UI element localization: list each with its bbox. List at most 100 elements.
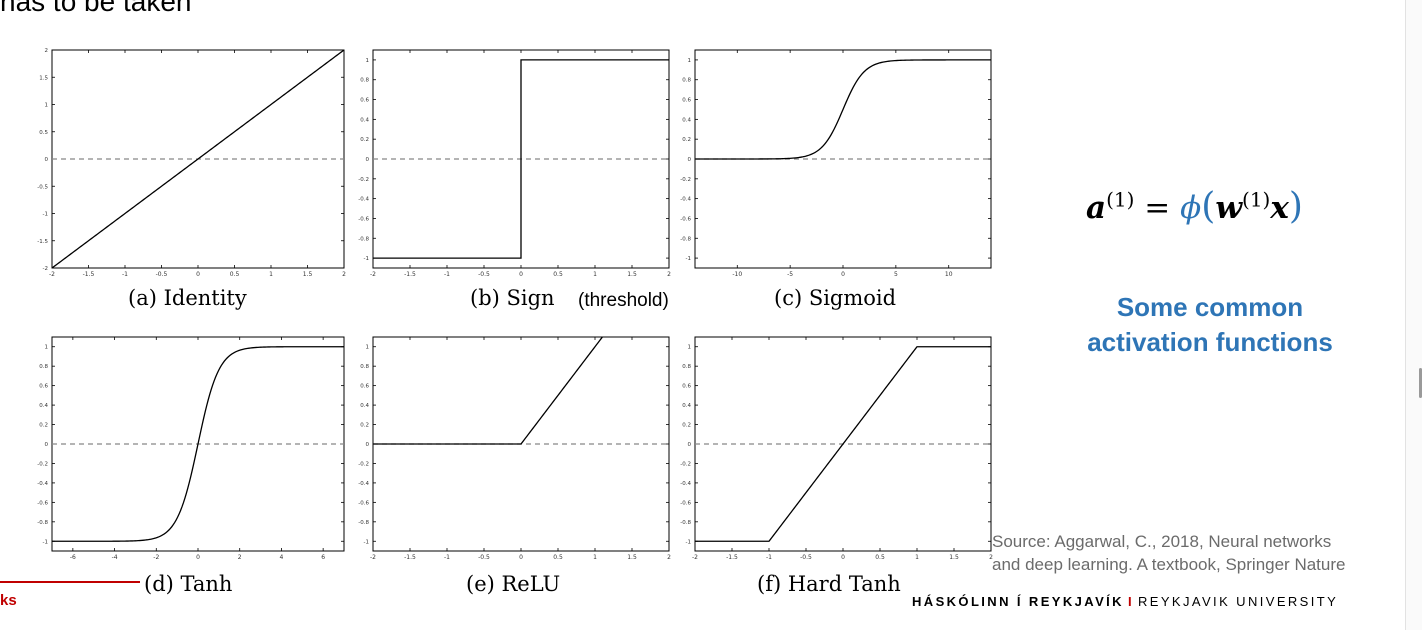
hardtanh-ytick-label: 1 [688, 345, 692, 351]
relu-ytick-label: 1 [366, 345, 370, 351]
sigmoid-xtick-label: 0 [841, 271, 845, 278]
sigmoid-xtick-label: -5 [787, 271, 793, 278]
tanh-ytick-label: -0.6 [37, 500, 48, 506]
caption-sign: (b) Sign [470, 286, 555, 310]
formula-equals: = [1144, 190, 1171, 226]
identity-ytick-label: 0.5 [39, 130, 48, 136]
tanh-ytick-label: -0.2 [37, 461, 48, 467]
identity-xtick-label: 1.5 [303, 271, 313, 278]
sign-ytick-label: 0.6 [360, 98, 369, 104]
caption-hardtanh: (f) Hard Tanh [757, 572, 901, 596]
identity-ytick-label: 2 [45, 48, 49, 54]
footer-separator: I [1127, 594, 1134, 609]
caption-tanh: (d) Tanh [144, 572, 233, 596]
relu-ytick-label: -1 [364, 539, 369, 545]
sign-ytick-label: -0.8 [358, 236, 369, 242]
sigmoid-curve [695, 59, 991, 160]
identity-ytick-label: 0 [45, 157, 49, 163]
tanh-xtick-label: 0 [196, 554, 200, 561]
sigmoid-ytick-label: 0.2 [682, 137, 691, 143]
footer-english-name: REYKJAVIK UNIVERSITY [1137, 594, 1339, 609]
tanh-ytick-label: 0.2 [39, 423, 48, 429]
relu-xtick-label: -1 [444, 554, 450, 561]
tanh-xtick-label: -2 [153, 554, 159, 561]
source-line-2: and deep learning. A textbook, Springer … [992, 555, 1346, 574]
chart-sign: -2 -1.5 -1 -0.5 0 0.5 1 1.5 2 -1 -0.8 -0.6 -0.4 -0.2 0… [358, 49, 671, 278]
identity-xtick-label: 0.5 [230, 271, 240, 278]
identity-ytick-label: -0.5 [37, 184, 48, 190]
hardtanh-ytick-label: -1 [686, 539, 691, 545]
formula-w: w [1215, 190, 1243, 226]
top-text: has to be taken [0, 0, 192, 17]
hardtanh-xtick-label: 2 [989, 554, 993, 561]
relu-xtick-label: 2 [667, 554, 671, 561]
caption-identity: (a) Identity [128, 286, 247, 310]
sign-ytick-label: -0.2 [358, 177, 369, 183]
identity-ytick-label: -1 [43, 212, 48, 218]
identity-ytick-label: 1 [45, 103, 49, 109]
identity-ytick-label: 1.5 [39, 75, 48, 81]
sign-xtick-label: 1.5 [627, 271, 637, 278]
sign-xtick-label: -2 [370, 271, 376, 278]
sign-xtick-label: 1 [593, 271, 597, 278]
sign-xtick-label: 2 [667, 271, 671, 278]
footer-icelandic-name: HÁSKÓLINN Í REYKJAVÍK [912, 594, 1124, 609]
relu-ytick-label: 0.8 [360, 364, 369, 370]
hardtanh-xtick-label: -1 [766, 554, 772, 561]
tanh-ytick-label: -1 [43, 539, 48, 545]
hardtanh-xtick-label: -2 [692, 554, 698, 561]
relu-ytick-label: 0 [366, 442, 370, 448]
tanh-xtick-label: 2 [238, 554, 242, 561]
hardtanh-curve [695, 346, 991, 542]
sigmoid-ytick-label: 0.4 [682, 117, 691, 123]
relu-ytick-label: -0.8 [358, 520, 369, 526]
sign-xtick-label: -1 [444, 271, 450, 278]
chart-relu: -2 -1.5 -1 -0.5 0 0.5 1 1.5 2 -1 -0.8 -0.6 -0.4 -0.2 0… [358, 336, 671, 561]
sign-xtick-label: 0 [519, 271, 523, 278]
source-citation: Source: Aggarwal, C., 2018, Neural netwo… [992, 530, 1402, 576]
tanh-ytick-label: 0.4 [39, 403, 48, 409]
identity-ytick-label: -1.5 [37, 239, 48, 245]
tanh-curve [52, 346, 344, 542]
tanh-xtick-label: -4 [112, 554, 118, 561]
hardtanh-xtick-label: 0 [841, 554, 845, 561]
sign-ytick-label: 0.4 [360, 117, 369, 123]
relu-xtick-label: -1.5 [404, 554, 416, 561]
hardtanh-ytick-label: 0.6 [682, 384, 691, 390]
chart-relu-svg: -2 -1.5 -1 -0.5 0 0.5 1 1.5 2 -1 -0.8 -0.6 -0.4 -0.2 0… [358, 336, 671, 561]
sign-xtick-label: 0.5 [553, 271, 563, 278]
identity-ytick-label: -2 [43, 266, 48, 272]
chart-sign-svg: -2 -1.5 -1 -0.5 0 0.5 1 1.5 2 -1 -0.8 -0.6 -0.4 -0.2 0… [358, 49, 671, 278]
sigmoid-ytick-label: -0.8 [680, 236, 691, 242]
sigmoid-ytick-label: -0.2 [680, 177, 691, 183]
caption-relu: (e) ReLU [466, 572, 561, 596]
scrollbar-track[interactable] [1405, 0, 1422, 630]
formula-close-paren: ) [1288, 186, 1303, 227]
hardtanh-ytick-label: -0.2 [680, 461, 691, 467]
sigmoid-ytick-label: 1 [688, 58, 692, 64]
relu-ytick-label: 0.4 [360, 403, 369, 409]
hardtanh-xtick-label: 1 [915, 554, 919, 561]
university-footer: HÁSKÓLINN Í REYKJAVÍK I REYKJAVIK UNIVERSI… [912, 594, 1338, 609]
relu-xtick-label: 1.5 [627, 554, 637, 561]
tanh-ytick-label: -0.4 [37, 481, 48, 487]
sigmoid-ytick-label: -0.6 [680, 216, 691, 222]
chart-hardtanh: -2 -1.5 -1 -0.5 0 0.5 1 1.5 2 -1 -0.8 -0.6 -0.4 -0.2 0… [680, 336, 993, 561]
sigmoid-xtick-label: 5 [894, 271, 898, 278]
tanh-xtick-label: 6 [321, 554, 325, 561]
sign-ytick-label: 0 [366, 157, 370, 163]
formula-a-superscript: (1) [1106, 187, 1135, 212]
scrollbar-thumb[interactable] [1419, 368, 1422, 398]
formula-x: x [1270, 190, 1289, 226]
chart-identity: -2 -1.5 -1 -0.5 0 0.5 1 1.5 2 -2 -1.5 -1 -0.5 0 0.5 1 1.… [37, 48, 346, 278]
footer-left-text: ks [0, 592, 17, 609]
sign-curve [373, 59, 669, 259]
identity-xtick-label: 0 [196, 271, 200, 278]
slide-subtitle: Some common activation functions [1060, 290, 1360, 360]
sign-ytick-label: -0.6 [358, 216, 369, 222]
hardtanh-ytick-label: -0.4 [680, 481, 691, 487]
tanh-ytick-label: 0.6 [39, 384, 48, 390]
identity-xtick-label: 2 [342, 271, 346, 278]
formula-a: a [1086, 190, 1107, 226]
tanh-xtick-label: 4 [280, 554, 284, 561]
